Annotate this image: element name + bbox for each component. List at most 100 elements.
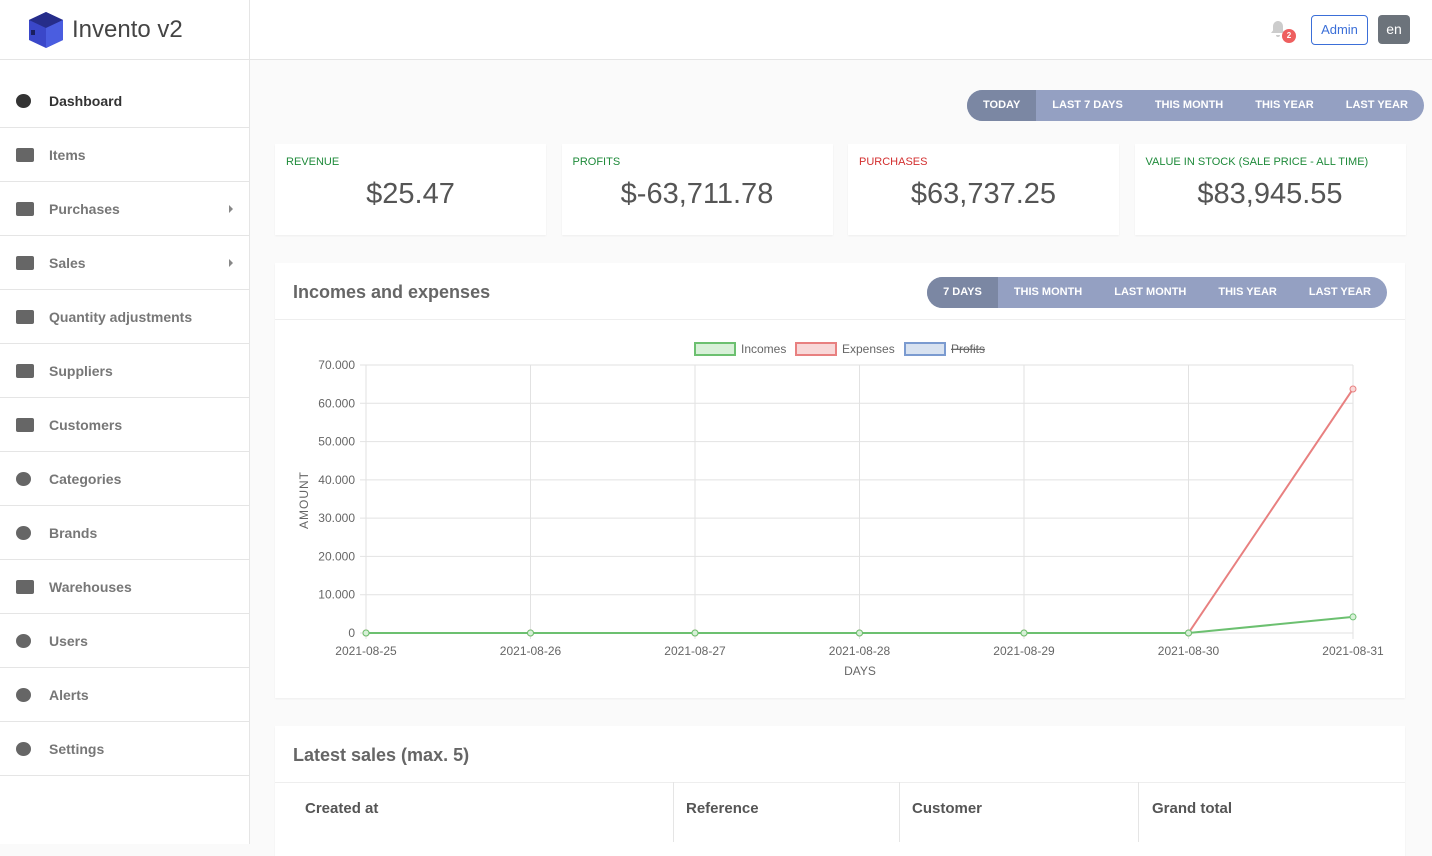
stat-value: $63,737.25: [910, 178, 1057, 210]
cog-icon: [16, 741, 31, 756]
data-point-incomes[interactable]: [1349, 613, 1357, 621]
sidebar-item-suppliers[interactable]: Suppliers: [0, 344, 249, 398]
stat-label: PROFITS: [572, 156, 621, 168]
cube-logo-icon: [29, 11, 63, 48]
sidebar-nav: Dashboard Items Purchases Sales Quantity adj…: [0, 74, 249, 776]
x-tick-label: 2021-08-26: [500, 644, 562, 658]
y-tick-label: 30.000: [318, 511, 355, 525]
filter-7-days[interactable]: 7 DAYS: [927, 277, 998, 308]
y-tick-label: 40.000: [318, 473, 355, 487]
sidebar-item-warehouses[interactable]: Warehouses: [0, 560, 249, 614]
filter-last-month[interactable]: LAST MONTH: [1114, 286, 1187, 298]
sidebar-item-quantity-adjustments[interactable]: Quantity adjustments: [0, 290, 249, 344]
warehouse-icon: [16, 579, 34, 594]
column-header-customer[interactable]: Customer: [912, 800, 983, 817]
sidebar-item-brands[interactable]: Brands: [0, 506, 249, 560]
legend-swatch-incomes[interactable]: [694, 342, 736, 356]
sidebar-item-label: Users: [49, 632, 88, 649]
app-title: Invento v2: [72, 15, 183, 43]
industry-icon: [16, 363, 34, 378]
sidebar-item-items[interactable]: Items: [0, 128, 249, 182]
incomes-expenses-panel: Incomes and expenses 7 DAYS THIS MONTH LAS…: [275, 263, 1405, 698]
sidebar-item-label: Warehouses: [49, 578, 132, 595]
column-header-created-at[interactable]: Created at: [305, 800, 379, 817]
tag-icon: [16, 471, 31, 486]
data-point-incomes[interactable]: [856, 629, 863, 637]
chevron-right-icon: [229, 258, 233, 267]
filter-last-year[interactable]: LAST YEAR: [1308, 286, 1371, 298]
filter-this-month[interactable]: THIS MONTH: [1013, 286, 1083, 298]
stat-value: $-63,711.78: [620, 178, 774, 210]
filter-this-year[interactable]: THIS YEAR: [1255, 99, 1314, 111]
filter-last-year[interactable]: LAST YEAR: [1345, 99, 1408, 111]
column-header-grand-total[interactable]: Grand total: [1152, 800, 1233, 817]
y-tick-label: 10.000: [318, 588, 355, 602]
data-point-incomes[interactable]: [527, 629, 534, 637]
sidebar-item-sales[interactable]: Sales: [0, 236, 249, 290]
handshake-icon: [16, 201, 34, 216]
sidebar-item-label: Customers: [49, 416, 123, 433]
x-tick-label: 2021-08-30: [1158, 644, 1220, 658]
y-tick-label: 70.000: [318, 358, 355, 372]
sidebar-item-categories[interactable]: Categories: [0, 452, 249, 506]
column-header-reference[interactable]: Reference: [686, 800, 759, 817]
legend-swatch-profits[interactable]: [904, 342, 946, 356]
legend-label-expenses[interactable]: Expenses: [842, 342, 895, 356]
y-tick-label: 50.000: [318, 435, 355, 449]
period-filter: TODAY LAST 7 DAYS THIS MONTH THIS YEAR LAST …: [967, 90, 1424, 121]
admin-button[interactable]: Admin: [1311, 15, 1368, 45]
sidebar-item-label: Purchases: [49, 200, 120, 217]
user-icon: [16, 633, 31, 648]
user-tag-icon: [16, 417, 34, 432]
latest-sales-panel: Latest sales (max. 5) Created at Referen…: [275, 726, 1405, 856]
sidebar-item-purchases[interactable]: Purchases: [0, 182, 249, 236]
notification-bell-icon[interactable]: [1270, 20, 1286, 38]
y-tick-label: 60.000: [318, 396, 355, 410]
clipboard-icon: [16, 309, 34, 324]
stat-card: PROFITS $-63,711.78: [561, 144, 833, 235]
x-axis-label: DAYS: [844, 664, 876, 678]
stat-card: VALUE IN STOCK (SALE PRICE - ALL TIME) $8…: [1134, 144, 1406, 235]
stat-label: PURCHASES: [859, 156, 928, 168]
sidebar: Invento v2 Dashboard Items Purchases Sales Q…: [0, 0, 250, 844]
x-tick-label: 2021-08-28: [829, 644, 891, 658]
sidebar-item-label: Settings: [49, 740, 105, 757]
y-axis-label: AMOUNT: [297, 471, 311, 529]
sidebar-item-label: Sales: [49, 254, 86, 271]
data-point-incomes[interactable]: [1185, 629, 1192, 637]
stat-value: $83,945.55: [1197, 178, 1343, 210]
sidebar-item-customers[interactable]: Customers: [0, 398, 249, 452]
sidebar-item-users[interactable]: Users: [0, 614, 249, 668]
x-tick-label: 2021-08-29: [993, 644, 1055, 658]
tachometer-icon: [16, 93, 31, 108]
sidebar-item-label: Alerts: [49, 686, 89, 703]
filter-today[interactable]: TODAY: [967, 90, 1037, 121]
sidebar-item-settings[interactable]: Settings: [0, 722, 249, 776]
y-tick-label: 0: [348, 626, 355, 640]
notification-badge: 2: [1282, 29, 1296, 43]
panel-title: Latest sales (max. 5): [293, 745, 470, 765]
sidebar-item-label: Brands: [49, 524, 98, 541]
panel-title: Incomes and expenses: [293, 282, 491, 302]
x-tick-label: 2021-08-27: [664, 644, 726, 658]
legend-label-profits[interactable]: Profits: [951, 342, 985, 356]
data-point-incomes[interactable]: [362, 629, 370, 637]
sidebar-item-label: Categories: [49, 470, 122, 487]
filter-this-month[interactable]: THIS MONTH: [1154, 99, 1224, 111]
sidebar-item-dashboard[interactable]: Dashboard: [0, 74, 249, 128]
data-point-incomes[interactable]: [691, 629, 699, 637]
filter-this-year[interactable]: THIS YEAR: [1218, 286, 1277, 298]
line-chart: 0 10.000 20.000 30.000 40.000 50.000 60.000 70.…: [297, 342, 1384, 678]
legend-label-incomes[interactable]: Incomes: [741, 342, 786, 356]
x-tick-label: 2021-08-31: [1322, 644, 1384, 658]
data-point-expenses[interactable]: [1349, 385, 1357, 393]
sidebar-item-alerts[interactable]: Alerts: [0, 668, 249, 722]
filter-last-7-days[interactable]: LAST 7 DAYS: [1052, 99, 1123, 111]
chevron-right-icon: [229, 204, 233, 213]
logo[interactable]: Invento v2: [0, 0, 249, 60]
data-point-incomes[interactable]: [1020, 629, 1028, 637]
language-button[interactable]: en: [1378, 15, 1410, 44]
legend-swatch-expenses[interactable]: [795, 342, 837, 356]
bell-icon: [16, 687, 31, 702]
sidebar-item-label: Items: [49, 146, 86, 163]
